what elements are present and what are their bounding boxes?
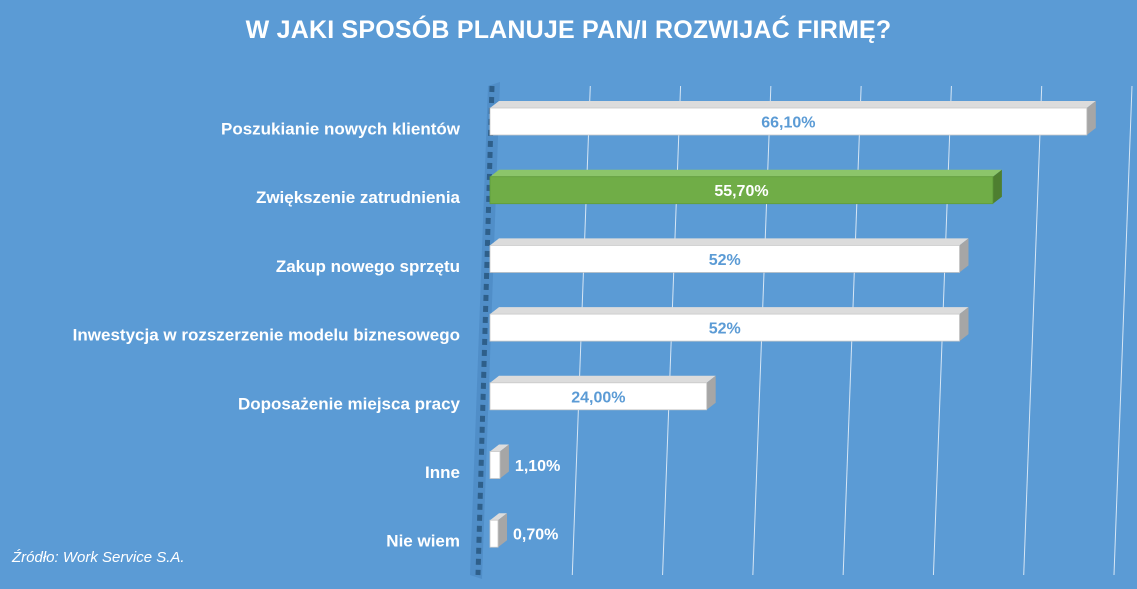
bar	[489, 519, 499, 548]
bar-side	[706, 375, 716, 410]
data-label: 0,70%	[513, 527, 558, 544]
category-label: Inne	[425, 463, 460, 482]
bars: 66,10% 55,70% 52% 52% 24,00% 1,10% 0,70%	[489, 101, 1096, 548]
data-label: 52%	[709, 321, 741, 338]
bar-top	[490, 101, 1096, 108]
category-label: Zwiększenie zatrudnienia	[256, 188, 461, 207]
chart-title: W JAKI SPOSÓB PLANUJE PAN/I ROZWIJAĆ FIR…	[245, 16, 892, 44]
data-label: 66,10%	[761, 115, 815, 132]
bar	[489, 176, 994, 205]
bar-group: 52%	[489, 238, 969, 273]
bar-group: 66,10%	[489, 101, 1096, 136]
category-label: Nie wiem	[386, 532, 460, 551]
bar-top	[490, 444, 509, 452]
gridline	[1023, 85, 1043, 576]
bar-side	[499, 444, 509, 479]
gridline	[1113, 85, 1133, 576]
bar-side	[498, 513, 507, 548]
data-label: 52%	[709, 252, 741, 269]
bar	[489, 451, 501, 479]
data-label: 55,70%	[714, 183, 768, 200]
bar	[489, 107, 1088, 136]
bar-side	[992, 169, 1002, 204]
category-label: Inwestycja w rozszerzenie modelu bizneso…	[73, 326, 460, 345]
bar-top	[490, 238, 969, 246]
bar-group: 55,70%	[489, 169, 1002, 205]
bar	[489, 244, 960, 273]
bar-top	[490, 169, 1002, 177]
bar-group: 0,70%	[489, 513, 558, 548]
category-label: Doposażenie miejsca pracy	[238, 394, 461, 413]
bar-side	[959, 307, 969, 342]
bar-top	[490, 513, 507, 521]
bar-side	[1086, 101, 1096, 135]
bar-side	[959, 238, 969, 273]
category-axis	[470, 82, 500, 579]
bar-top	[490, 307, 969, 315]
source-note: Źródło: Work Service S.A.	[12, 549, 185, 566]
bar-group: 52%	[489, 307, 969, 342]
bar	[489, 382, 708, 411]
bar	[489, 313, 960, 342]
data-label: 1,10%	[515, 458, 560, 475]
category-label: Zakup nowego sprzętu	[276, 257, 460, 276]
bar-top	[490, 375, 716, 383]
bar-group: 1,10%	[489, 444, 560, 479]
data-label: 24,00%	[571, 389, 625, 406]
category-label: Poszukianie nowych klientów	[221, 120, 461, 139]
bar-group: 24,00%	[489, 375, 716, 411]
axis-line	[475, 85, 495, 576]
